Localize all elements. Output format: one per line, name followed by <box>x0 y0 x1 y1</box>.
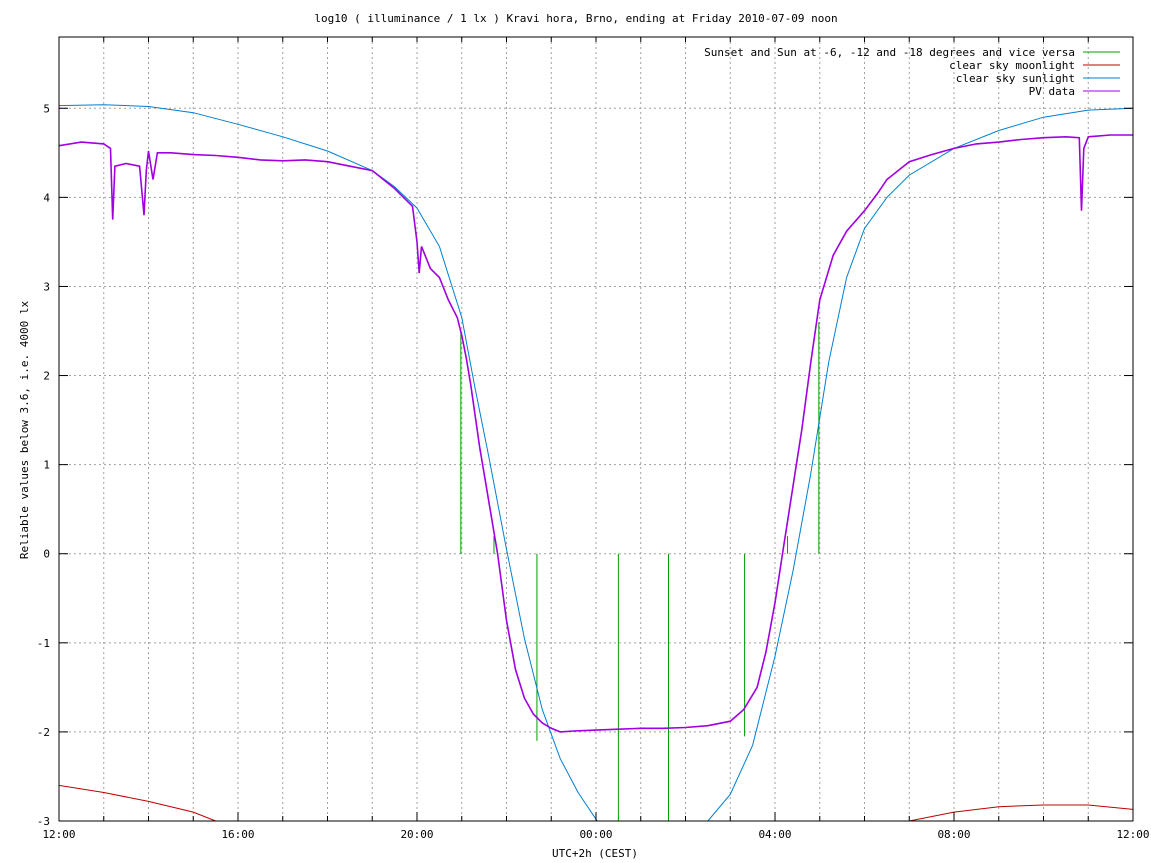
y-tick-label: 5 <box>43 102 50 115</box>
y-tick-label: 3 <box>43 280 50 293</box>
legend-label: clear sky sunlight <box>956 72 1075 85</box>
chart-title: log10 ( illuminance / 1 lx ) Kravi hora,… <box>314 12 837 25</box>
tick-labels: 12:00 16:00 20:00 00:00 04:00 08:00 12:00-3-2-… <box>37 102 1150 841</box>
series-1 <box>460 322 820 821</box>
legend-label: Sunset and Sun at -6, -12 and -18 degree… <box>704 46 1075 59</box>
series-2 <box>59 784 1133 821</box>
x-axis-label: UTC+2h (CEST) <box>552 847 638 860</box>
legend-label: clear sky moonlight <box>949 59 1075 72</box>
x-tick-label: 20:00 <box>400 828 433 841</box>
grid-lines <box>59 37 1133 821</box>
x-tick-label: 00:00 <box>579 828 612 841</box>
x-tick-label: 08:00 <box>937 828 970 841</box>
series-4 <box>59 134 1133 733</box>
y-tick-label: -3 <box>37 815 50 828</box>
y-tick-label: -2 <box>37 726 50 739</box>
y-tick-label: 1 <box>43 459 50 472</box>
series-3 <box>59 104 1133 821</box>
x-tick-label: 12:00 <box>1116 828 1149 841</box>
y-tick-label: -1 <box>37 637 50 650</box>
x-tick-label: 04:00 <box>758 828 791 841</box>
x-tick-label: 12:00 <box>42 828 75 841</box>
x-tick-label: 16:00 <box>221 828 254 841</box>
y-tick-label: 4 <box>43 191 50 204</box>
series-layer <box>59 104 1133 821</box>
axis-ticks <box>58 37 1134 822</box>
y-axis-label: Reliable values below 3.6, i.e. 4000 lx <box>18 300 31 559</box>
legend-label: PV data <box>1029 85 1075 98</box>
series-line <box>59 784 1133 821</box>
y-tick-label: 0 <box>43 548 50 561</box>
legend: Sunset and Sun at -6, -12 and -18 degree… <box>704 46 1120 98</box>
series-line <box>59 104 1133 821</box>
y-tick-label: 2 <box>43 370 50 383</box>
series-line <box>59 134 1133 733</box>
